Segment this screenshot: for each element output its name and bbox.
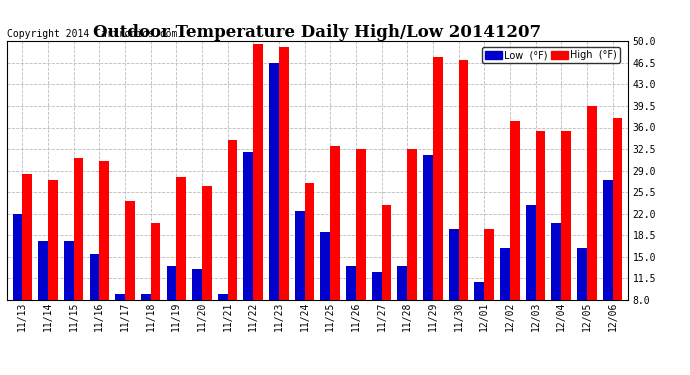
Bar	[115, 294, 125, 300]
Bar	[125, 201, 135, 300]
Bar	[510, 122, 520, 300]
Bar	[64, 242, 74, 300]
Bar	[176, 177, 186, 300]
Bar	[90, 254, 99, 300]
Bar	[304, 183, 315, 300]
Bar	[279, 47, 288, 300]
Bar	[423, 155, 433, 300]
Bar	[244, 152, 253, 300]
Bar	[397, 266, 407, 300]
Bar	[320, 232, 331, 300]
Bar	[356, 149, 366, 300]
Bar	[269, 63, 279, 300]
Title: Outdoor Temperature Daily High/Low 20141207: Outdoor Temperature Daily High/Low 20141…	[93, 24, 542, 41]
Bar	[253, 44, 263, 300]
Bar	[295, 211, 304, 300]
Bar	[141, 294, 150, 300]
Bar	[12, 214, 22, 300]
Bar	[382, 204, 391, 300]
Bar	[331, 146, 340, 300]
Legend: Low  (°F), High  (°F): Low (°F), High (°F)	[482, 47, 620, 63]
Bar	[459, 60, 469, 300]
Bar	[448, 229, 459, 300]
Bar	[228, 140, 237, 300]
Bar	[603, 180, 613, 300]
Bar	[48, 180, 58, 300]
Bar	[218, 294, 228, 300]
Bar	[38, 242, 48, 300]
Bar	[193, 269, 202, 300]
Bar	[150, 223, 160, 300]
Bar	[346, 266, 356, 300]
Bar	[433, 57, 442, 300]
Bar	[166, 266, 176, 300]
Bar	[475, 282, 484, 300]
Bar	[22, 174, 32, 300]
Text: Copyright 2014 Cartronics.com: Copyright 2014 Cartronics.com	[7, 28, 177, 39]
Bar	[613, 118, 622, 300]
Bar	[202, 186, 212, 300]
Bar	[407, 149, 417, 300]
Bar	[372, 272, 382, 300]
Bar	[577, 248, 586, 300]
Bar	[74, 158, 83, 300]
Bar	[535, 130, 545, 300]
Bar	[561, 130, 571, 300]
Bar	[484, 229, 494, 300]
Bar	[99, 161, 109, 300]
Bar	[551, 223, 561, 300]
Bar	[586, 106, 597, 300]
Bar	[526, 204, 535, 300]
Bar	[500, 248, 510, 300]
